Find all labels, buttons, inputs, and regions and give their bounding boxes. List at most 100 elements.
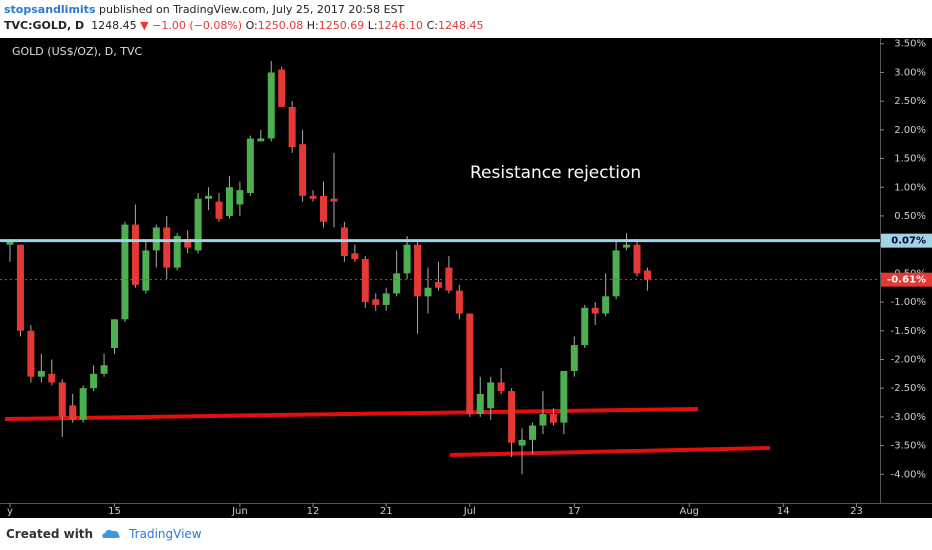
candle-body xyxy=(633,244,641,274)
candle-body xyxy=(288,106,296,148)
candle-body xyxy=(121,224,129,320)
candle-body xyxy=(560,370,568,423)
candle-body xyxy=(16,244,24,331)
candle-body xyxy=(58,382,66,417)
candle-body xyxy=(612,250,620,297)
footer-brand: TradingView xyxy=(129,527,202,541)
candle-body xyxy=(623,244,631,248)
trend-line[interactable] xyxy=(449,446,771,457)
ohlc-label: L: xyxy=(367,19,378,32)
candle-body xyxy=(278,69,286,107)
ohlc-value: 1250.69 xyxy=(318,19,365,32)
y-tick-label: 1.50% xyxy=(894,154,926,165)
y-tick-label: -1.00% xyxy=(891,297,926,308)
header-line: stopsandlimits published on TradingView.… xyxy=(4,2,483,18)
candle-body xyxy=(111,319,118,348)
y-tick-label: -2.50% xyxy=(891,383,926,394)
header-line: TVC:GOLD, D 1248.45 ▼ −1.00 (−0.08%) O:1… xyxy=(4,18,483,34)
candle-body xyxy=(497,382,505,392)
footer: Created with TradingView xyxy=(6,527,202,541)
y-tick-label: 1.00% xyxy=(894,182,926,193)
y-tick-label: 3.00% xyxy=(894,67,926,78)
candle-body xyxy=(320,195,327,222)
price-tag xyxy=(881,272,932,287)
candle-body xyxy=(184,238,192,248)
y-tick-label: 0.50% xyxy=(894,211,926,222)
candle-body xyxy=(361,259,369,303)
footer-text: Created with xyxy=(6,527,94,541)
candle-body xyxy=(414,244,422,297)
change: ▼ −1.00 (−0.08%) xyxy=(140,19,243,32)
candle-body xyxy=(466,313,474,415)
candle-body xyxy=(246,138,254,193)
candle-body xyxy=(225,187,233,216)
x-tick-label: 17 xyxy=(568,506,581,517)
candle-body xyxy=(393,273,401,294)
ohlc: O:1250.08 H:1250.69 L:1246.10 C:1248.45 xyxy=(246,19,484,32)
candle-body xyxy=(173,236,181,268)
candle-body xyxy=(79,388,87,420)
y-tick-label: -2.00% xyxy=(891,354,926,365)
x-tick-label: 21 xyxy=(380,506,393,517)
y-tick-label: -4.00% xyxy=(891,469,926,480)
candle-body xyxy=(351,253,359,260)
x-tick-label: 14 xyxy=(777,506,790,517)
x-tick-label: 12 xyxy=(307,506,320,517)
y-tick-label: -3.50% xyxy=(891,441,926,452)
x-tick-label: 15 xyxy=(108,506,121,517)
candle-body xyxy=(6,240,14,245)
candle-body xyxy=(267,72,275,139)
y-tick-label: 2.50% xyxy=(894,96,926,107)
y-tick-label: -1.50% xyxy=(891,326,926,337)
logo xyxy=(102,529,120,538)
y-tick-label: 3.50% xyxy=(894,39,926,50)
candle-body xyxy=(27,330,35,377)
candle-body xyxy=(100,365,108,374)
candle-body xyxy=(476,393,484,415)
candle-body xyxy=(205,195,213,199)
candle-body xyxy=(445,267,453,291)
candle-body xyxy=(330,198,338,202)
ohlc-value: 1248.45 xyxy=(437,19,484,32)
candle-body xyxy=(539,414,547,426)
x-tick-label: Aug xyxy=(679,506,699,517)
candle-body xyxy=(487,382,495,409)
price-tag xyxy=(881,233,932,248)
chart-title: GOLD (US$/OZ), D, TVC xyxy=(12,45,142,58)
candle-body xyxy=(215,201,223,219)
price-tag-label: -0.61% xyxy=(887,275,926,286)
marks: 3.50%3.00%2.50%2.00%1.50%1.00%0.50%0.00%… xyxy=(0,39,932,517)
candle-body xyxy=(549,414,557,423)
y-tick-label: 2.00% xyxy=(894,125,926,136)
trend-line[interactable] xyxy=(4,407,699,421)
candle-body xyxy=(518,439,526,446)
ohlc-label: C: xyxy=(426,19,438,32)
candle-body xyxy=(643,270,651,280)
candle-body xyxy=(163,227,171,268)
candle-body xyxy=(194,198,202,251)
published: published on TradingView.com, July 25, 2… xyxy=(99,3,405,16)
candle-body xyxy=(90,373,98,389)
annotation: Resistance rejection xyxy=(470,163,641,183)
candle-body xyxy=(403,244,411,274)
candle-body xyxy=(591,307,599,314)
candle-body xyxy=(257,138,265,142)
x-tick-label: 23 xyxy=(850,506,863,517)
ohlc-label: H: xyxy=(306,19,319,32)
x-tick-label: Jul xyxy=(463,506,476,517)
candle-body xyxy=(570,345,578,371)
x-tick-label: Jun xyxy=(231,506,248,517)
candle-body xyxy=(382,293,390,305)
candle-body xyxy=(372,299,380,305)
price-tag-label: 0.07% xyxy=(891,236,926,247)
y-tick-label: -3.00% xyxy=(891,412,926,423)
author[interactable]: stopsandlimits xyxy=(4,3,96,16)
candle-body xyxy=(142,250,150,291)
candle-body xyxy=(299,144,307,196)
candle-body xyxy=(455,290,463,314)
ohlc-value: 1250.08 xyxy=(257,19,304,32)
candle-body xyxy=(424,287,432,297)
candle-body xyxy=(152,227,160,251)
x-tick-label: y xyxy=(7,506,13,517)
